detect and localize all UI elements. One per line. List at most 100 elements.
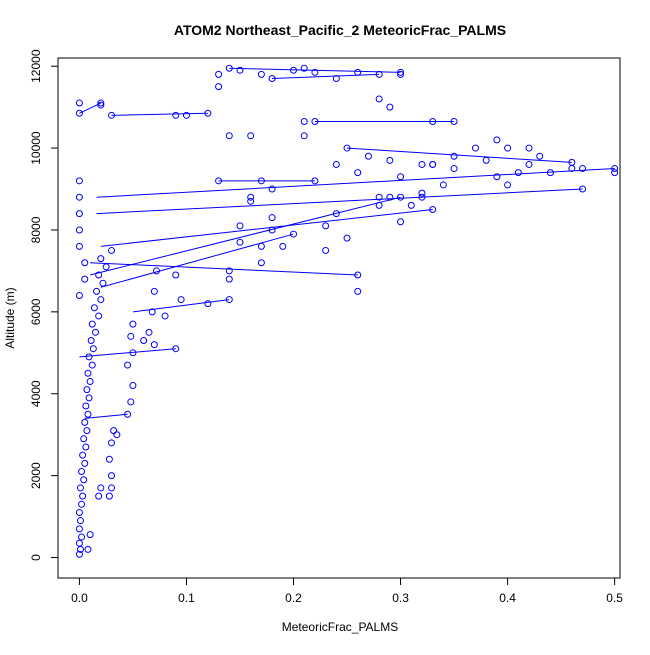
data-point (95, 312, 103, 320)
series-line-segment (272, 73, 380, 79)
data-point (504, 181, 512, 189)
data-point (108, 111, 116, 119)
data-point (397, 70, 405, 78)
data-point (450, 117, 458, 125)
data-point (97, 255, 105, 263)
data-point (236, 238, 244, 246)
data-point (525, 160, 533, 168)
data-point (247, 197, 255, 205)
data-point (140, 337, 148, 345)
data-point (75, 539, 83, 547)
data-point (225, 132, 233, 140)
y-tick-label: 2000 (29, 462, 43, 489)
data-point (79, 492, 87, 500)
data-point (418, 189, 426, 197)
data-point (429, 160, 437, 168)
data-point (78, 500, 86, 508)
y-tick-label: 12000 (29, 49, 43, 83)
data-point (99, 279, 107, 287)
x-tick-label: 0.5 (606, 591, 623, 605)
data-point (268, 185, 276, 193)
data-point (332, 210, 340, 218)
data-point (129, 382, 137, 390)
data-point (536, 152, 544, 160)
x-axis: 0.0 0.1 0.2 0.3 0.4 0.5 (71, 577, 623, 605)
data-point (88, 320, 96, 328)
series-line-segment (96, 188, 583, 215)
series-line-segment (111, 112, 208, 116)
data-point (300, 132, 308, 140)
data-point (97, 484, 105, 492)
series-line-segment (229, 67, 401, 73)
data-point (375, 95, 383, 103)
y-axis: 0 2000 4000 6000 8000 10000 12000 (29, 49, 59, 561)
data-point (81, 275, 89, 283)
data-point (82, 443, 90, 451)
data-point (204, 109, 212, 117)
series-line-segment (346, 147, 572, 163)
data-point (102, 263, 110, 271)
data-point (81, 459, 89, 467)
x-axis-label: MeteoricFrac_PALMS (282, 620, 398, 634)
data-point (84, 545, 92, 553)
data-point (78, 468, 86, 476)
data-point (279, 242, 287, 250)
data-point (105, 492, 113, 500)
data-point (81, 259, 89, 267)
data-point (418, 160, 426, 168)
x-tick-label: 0.1 (178, 591, 195, 605)
data-point (215, 70, 223, 78)
data-point (215, 177, 223, 185)
data-point (89, 345, 97, 353)
series-lines (79, 67, 615, 419)
data-point (87, 337, 95, 345)
data-point (546, 169, 554, 177)
data-point (354, 68, 362, 76)
data-point (568, 158, 576, 166)
data-point (268, 214, 276, 222)
data-point (95, 271, 103, 279)
data-point (311, 68, 319, 76)
data-point (150, 341, 158, 349)
data-point (354, 287, 362, 295)
data-point (152, 267, 160, 275)
data-point (97, 99, 105, 107)
data-point (343, 144, 351, 152)
data-point (90, 304, 98, 312)
data-point (79, 451, 87, 459)
data-point (386, 193, 394, 201)
x-tick-label: 0.4 (499, 591, 516, 605)
data-point (611, 169, 619, 177)
data-point (397, 193, 405, 201)
series-line-segment (84, 413, 128, 419)
data-point (108, 472, 116, 480)
x-tick-label: 0.3 (392, 591, 409, 605)
data-point (290, 230, 298, 238)
data-point (257, 70, 265, 78)
data-point (86, 377, 94, 385)
y-tick-label: 0 (29, 554, 43, 561)
data-point (300, 117, 308, 125)
data-point (429, 205, 437, 213)
data-point (504, 144, 512, 152)
data-point (579, 165, 587, 173)
data-point (80, 476, 88, 484)
data-point (493, 173, 501, 181)
data-point (268, 74, 276, 82)
data-point (108, 246, 116, 254)
series-points (75, 64, 619, 558)
data-point (236, 66, 244, 74)
data-point (88, 361, 96, 369)
data-point (322, 246, 330, 254)
data-point (418, 193, 426, 201)
data-point (225, 275, 233, 283)
data-point (397, 218, 405, 226)
data-point (83, 386, 91, 394)
data-point (450, 165, 458, 173)
data-point (85, 394, 93, 402)
series-line-segment (79, 102, 102, 114)
data-point (105, 455, 113, 463)
